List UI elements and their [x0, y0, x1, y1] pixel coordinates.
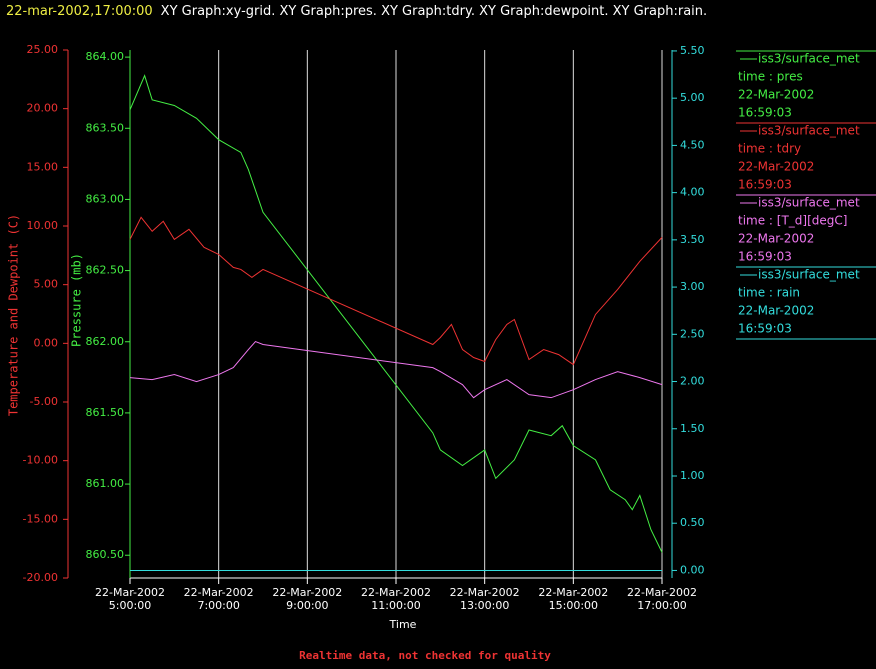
x-tick-label: 22-Mar-2002 15:00:00 [538, 586, 609, 612]
y2-tick-label: 864.00 [86, 50, 125, 63]
x-tick-label: 22-Mar-2002 11:00:00 [361, 586, 431, 612]
legend-time: 16:59:03 [738, 178, 792, 192]
y3-tick-label: 1.00 [680, 469, 705, 482]
y-tick-label: 25.00 [27, 43, 59, 56]
legend-source: iss3/surface_met [758, 52, 860, 66]
y3-tick-label: 3.00 [680, 280, 705, 293]
y-tick-label: 5.00 [34, 278, 59, 291]
y-tick-label: -10.00 [23, 454, 58, 467]
y-tick-label: -20.00 [23, 571, 58, 584]
series-line [129, 340, 663, 399]
x-tick-label: 22-Mar-2002 13:00:00 [449, 586, 520, 612]
x-tick-label: 22-Mar-2002 7:00:00 [183, 586, 254, 612]
y-tick-label: 20.00 [27, 102, 59, 115]
x-tick-label: 22-Mar-2002 5:00:00 [95, 586, 165, 612]
y2-tick-label: 861.00 [86, 477, 125, 490]
y2-tick-label: 862.00 [86, 335, 125, 348]
legend-source: iss3/surface_met [758, 124, 860, 138]
y2-tick-label: 862.50 [86, 264, 125, 277]
x-tick-label: 22-Mar-2002 17:00:00 [627, 586, 697, 612]
title: XY Graph:xy-grid. XY Graph:pres. XY Grap… [161, 4, 708, 19]
y-tick-label: -15.00 [23, 512, 58, 525]
legend-date: 22-Mar-2002 [738, 88, 814, 102]
legend-source: iss3/surface_met [758, 196, 860, 210]
y-tick-label: 0.00 [34, 336, 59, 349]
x-axis-label: Time [389, 618, 417, 631]
footer-note: Realtime data, not checked for quality [299, 649, 551, 662]
y-tick-label: 10.00 [27, 219, 59, 232]
timestamp: 22-mar-2002,17:00:00 [6, 4, 153, 19]
legend-date: 22-Mar-2002 [738, 232, 814, 246]
y2-tick-label: 860.50 [86, 548, 125, 561]
y3-tick-label: 2.50 [680, 327, 705, 340]
x-tick-label: 22-Mar-2002 9:00:00 [272, 586, 343, 612]
y2-tick-label: 861.50 [86, 406, 125, 419]
y-tick-label: 15.00 [27, 160, 59, 173]
y2-axis-label: Pressure (mb) [70, 253, 84, 347]
y3-tick-label: 5.50 [680, 44, 705, 57]
y2-tick-label: 863.00 [86, 192, 125, 205]
y-axis-label: Temperature and Dewpoint (C) [7, 214, 21, 416]
y3-tick-label: 0.50 [680, 516, 705, 529]
header: 22-mar-2002,17:00:00 XY Graph:xy-grid. XY… [6, 4, 707, 19]
y3-tick-label: 0.00 [680, 563, 705, 576]
legend-name: time : pres [738, 70, 803, 84]
legend-date: 22-Mar-2002 [738, 160, 814, 174]
y-tick-label: -5.00 [30, 395, 58, 408]
y3-tick-label: 4.00 [680, 186, 705, 199]
legend-name: time : tdry [738, 142, 801, 156]
y3-tick-label: 3.50 [680, 233, 705, 246]
y3-tick-label: 5.00 [680, 91, 705, 104]
y2-tick-label: 863.50 [86, 121, 125, 134]
legend-time: 16:59:03 [738, 250, 792, 264]
series-line [129, 74, 663, 553]
legend-date: 22-Mar-2002 [738, 304, 814, 318]
series-line [129, 216, 663, 366]
legend-time: 16:59:03 [738, 106, 792, 120]
y3-tick-label: 4.50 [680, 138, 705, 151]
legend-time: 16:59:03 [738, 322, 792, 336]
y3-tick-label: 1.50 [680, 422, 705, 435]
legend-name: time : [T_d][degC] [738, 214, 847, 228]
y3-tick-label: 2.00 [680, 375, 705, 388]
legend-name: time : rain [738, 286, 800, 300]
legend-source: iss3/surface_met [758, 268, 860, 282]
